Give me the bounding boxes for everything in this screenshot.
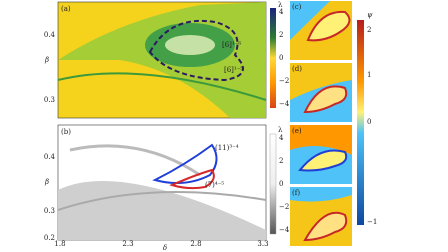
x-axis-label: δ <box>163 244 167 252</box>
colorbar-label: λ <box>278 126 283 134</box>
annotation: [6]¹⁻⁶ <box>222 41 241 49</box>
panel-a <box>57 1 267 119</box>
x-tick-label: 1.8 <box>54 240 65 248</box>
colorbar-tick-label: −4 <box>279 226 290 234</box>
colorbar-tick-label: −2 <box>279 77 289 85</box>
colorbar-tick-label: 0 <box>279 180 283 188</box>
y-tick-label: 0.3 <box>44 96 55 104</box>
panel-label: (d) <box>292 65 302 73</box>
panel-label: (c) <box>292 3 302 11</box>
panel-label: (e) <box>292 127 302 135</box>
colorbar-grey <box>269 133 277 235</box>
panel-d <box>290 63 352 122</box>
panel-f <box>290 187 352 246</box>
x-tick-label: 3.3 <box>257 240 268 248</box>
annotation: [6]¹⁻⁵ <box>224 66 243 74</box>
panel-b <box>57 124 267 241</box>
colorbar-label: λ <box>278 1 283 9</box>
x-tick-label: 2.3 <box>122 240 133 248</box>
y-tick-label: 0.4 <box>44 31 56 39</box>
colorbar-tick-label: −2 <box>279 203 289 211</box>
y-tick-label: 0.4 <box>44 153 56 161</box>
panel-c <box>290 1 352 60</box>
panel-e <box>290 125 352 184</box>
panel-label: (f) <box>292 189 300 197</box>
colorbar-tick-label: −4 <box>279 100 290 108</box>
annotation: (11)³⁻⁴ <box>215 144 239 152</box>
annotation: (7)⁴⁻⁵ <box>205 181 224 189</box>
panel-label: (a) <box>61 5 71 13</box>
y-axis-label: β <box>44 178 49 186</box>
panel-label: (b) <box>61 128 71 136</box>
colorbar-label: ψ <box>367 11 373 19</box>
colorbar-tick-label: 2 <box>279 31 283 39</box>
y-tick-label: 0.2 <box>44 234 55 242</box>
x-tick-label: 2.8 <box>190 240 201 248</box>
y-tick-label: 0.3 <box>44 207 55 215</box>
y-axis-label: β <box>44 56 49 64</box>
colorbar-tick-label: −1 <box>367 218 377 226</box>
colorbar-tick-label: 2 <box>367 26 371 34</box>
colorbar-tick-label: 0 <box>367 118 371 126</box>
colorbar-psi <box>357 20 364 225</box>
colorbar-lambda <box>270 8 276 108</box>
colorbar-tick-label: 2 <box>279 157 283 165</box>
colorbar-tick-label: 0 <box>279 54 283 62</box>
colorbar-tick-label: 1 <box>367 71 371 79</box>
colorbar-tick-label: 4 <box>279 8 284 16</box>
colorbar-tick-label: 4 <box>279 134 284 142</box>
